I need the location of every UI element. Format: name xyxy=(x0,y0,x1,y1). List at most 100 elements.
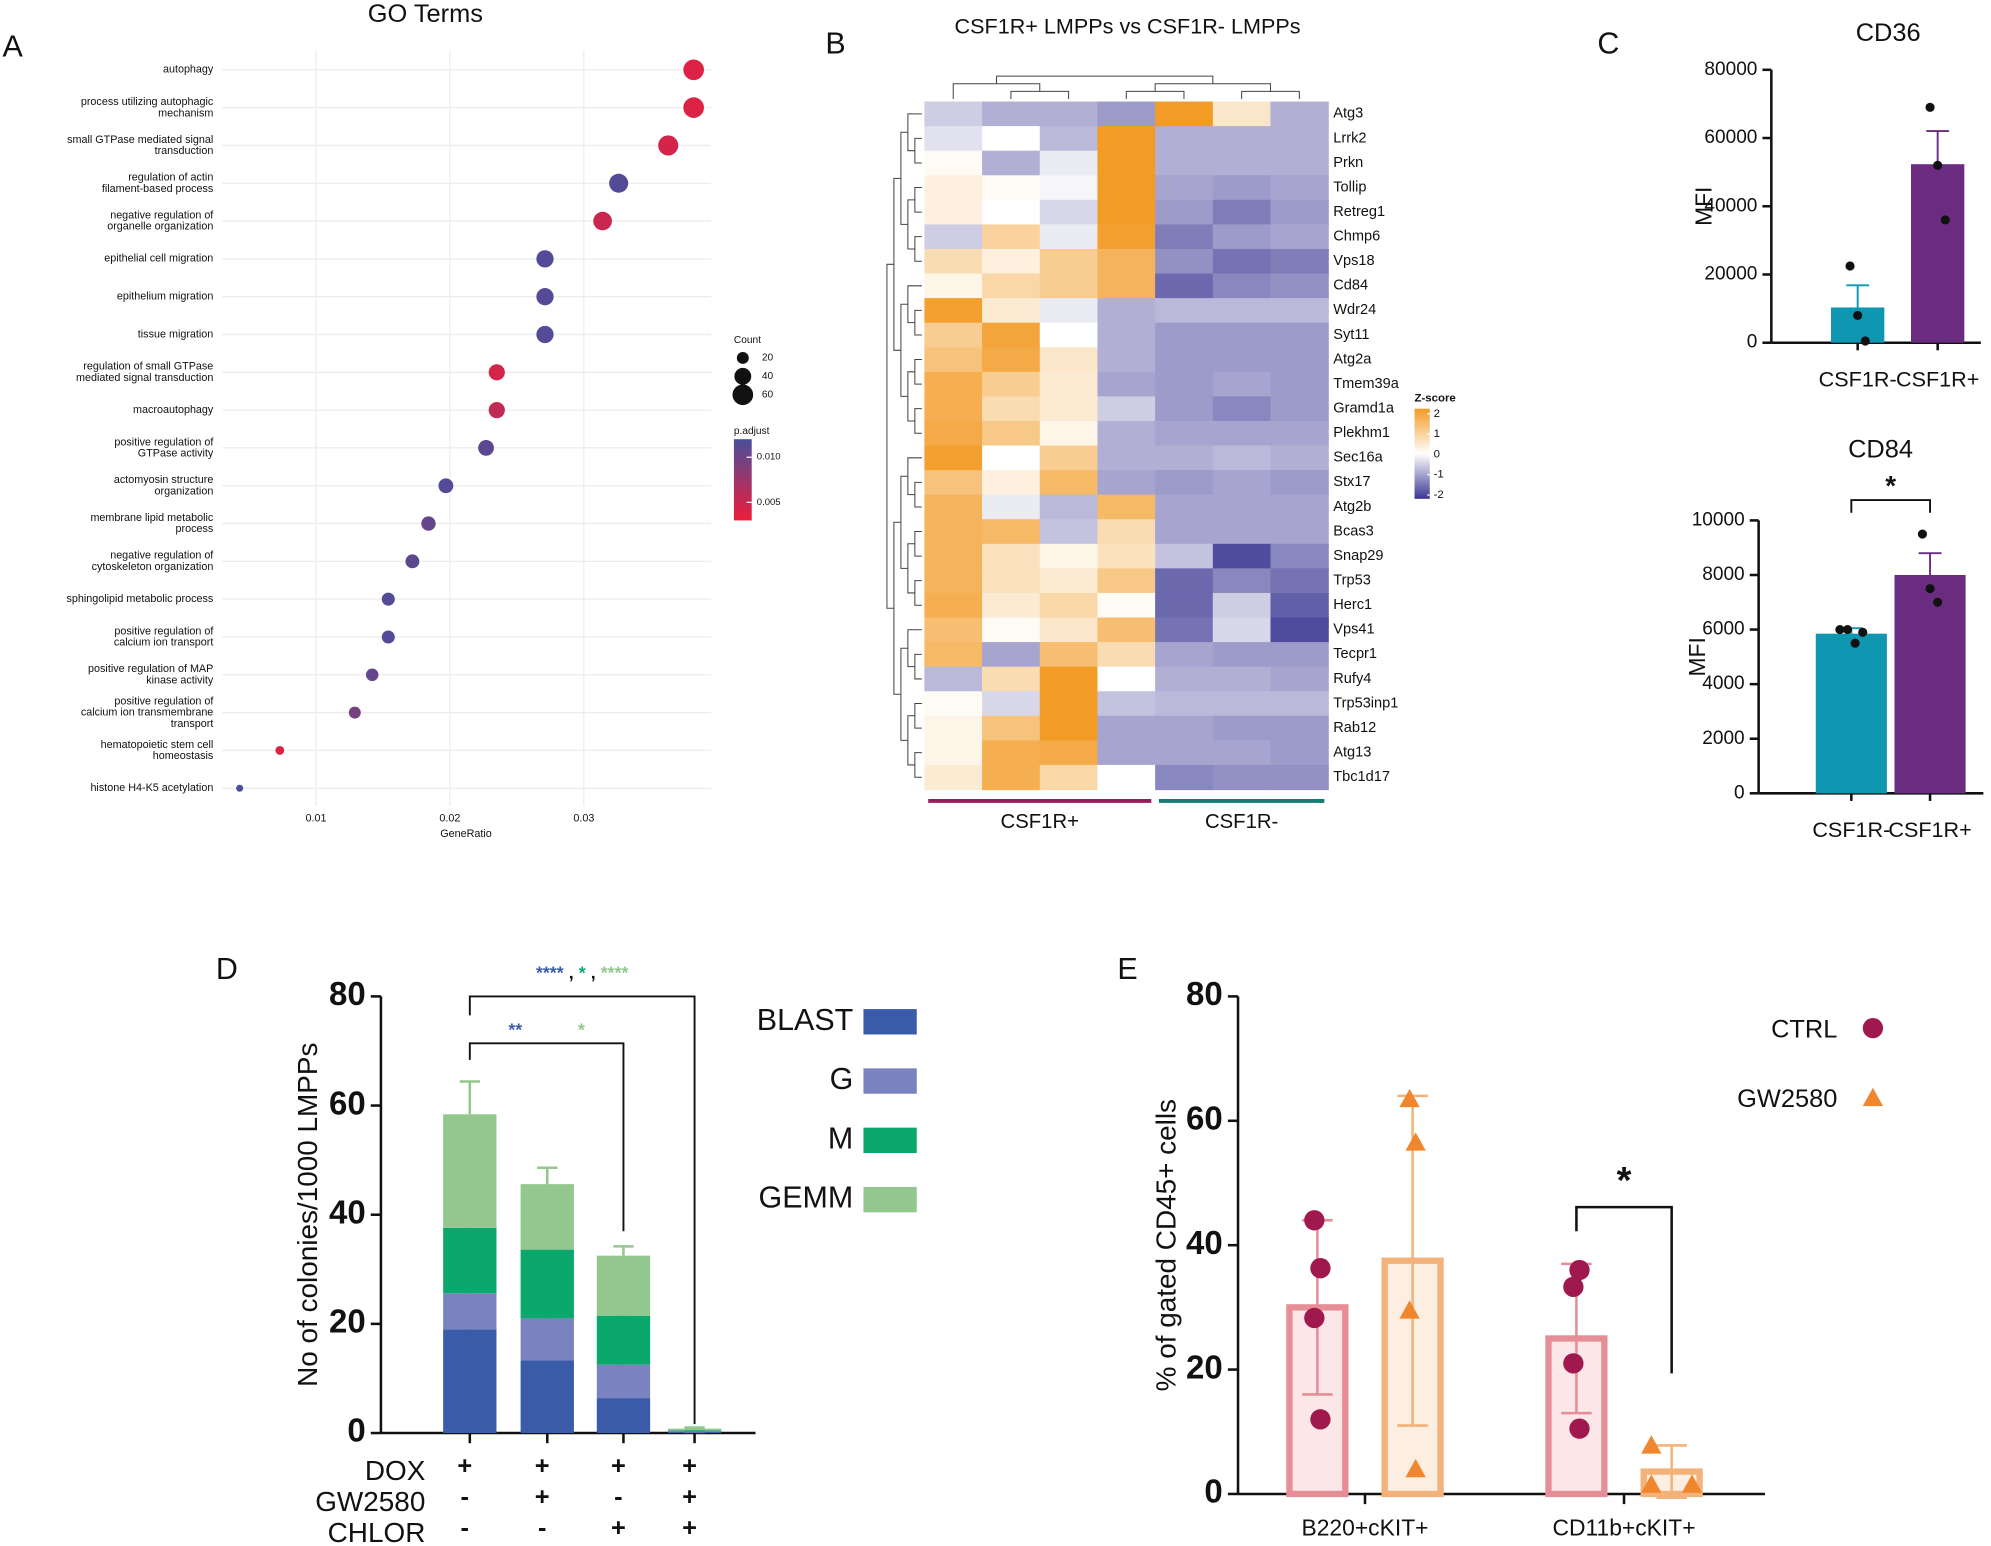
dendrogram xyxy=(907,371,915,422)
heat-cell xyxy=(924,592,983,619)
dot xyxy=(488,402,505,419)
dendrogram xyxy=(907,543,915,594)
y-axis-label: % of gated CD45+ cells xyxy=(1151,1099,1182,1391)
point xyxy=(1853,310,1863,320)
dot xyxy=(536,325,554,344)
y-tick-label: 20 xyxy=(1186,1348,1223,1385)
legend-label: M xyxy=(828,1121,853,1155)
heat-cell xyxy=(1039,420,1099,447)
heat-cell xyxy=(1097,322,1156,348)
y-tick-label: 60 xyxy=(1186,1100,1223,1137)
significance-mark: * xyxy=(579,962,586,982)
heat-cell xyxy=(1039,470,1099,496)
heat-cell xyxy=(1270,224,1329,250)
condition-value: - xyxy=(538,1514,546,1542)
term-label: positive regulation of MAP kinase activit… xyxy=(88,663,214,686)
heat-cell xyxy=(982,764,1041,791)
heat-cell xyxy=(1097,224,1156,250)
heat-cell xyxy=(982,248,1041,275)
heat-cell xyxy=(1212,666,1272,692)
heat-cell xyxy=(1212,396,1272,422)
heat-cell xyxy=(1097,445,1156,471)
dendrogram xyxy=(914,187,922,213)
heat-cell xyxy=(1039,715,1099,741)
legend-label: GEMM xyxy=(759,1181,854,1215)
heat-cell xyxy=(1039,126,1099,152)
heat-cell xyxy=(1270,519,1329,545)
y-tick-label: 0 xyxy=(1734,782,1745,803)
heat-cell xyxy=(1155,420,1214,447)
color-tick-label: 2 xyxy=(1434,408,1440,420)
y-tick-label: 10000 xyxy=(1692,509,1745,530)
heat-cell xyxy=(1270,445,1329,471)
significance-label: * xyxy=(1885,470,1896,501)
point xyxy=(1304,1307,1325,1329)
heat-cell xyxy=(924,322,983,348)
heat-cell xyxy=(1039,101,1099,127)
dot xyxy=(593,211,612,231)
legend-label: GW2580 xyxy=(1737,1085,1837,1113)
heat-cell xyxy=(1097,371,1156,398)
heat-cell xyxy=(1270,691,1329,717)
gene-label: Herc1 xyxy=(1333,597,1372,613)
heat-cell xyxy=(1155,592,1214,619)
term-label: regulation of actin filament-based proces… xyxy=(102,171,213,194)
heat-cell xyxy=(982,543,1041,570)
heat-cell xyxy=(1270,666,1329,692)
heat-cell xyxy=(1039,666,1099,692)
color-tick-label: 0.010 xyxy=(757,452,781,463)
dendrogram xyxy=(900,131,908,225)
heat-cell xyxy=(1039,740,1099,766)
heat-cell xyxy=(1039,175,1099,201)
heat-cell xyxy=(1212,298,1272,324)
heat-cell xyxy=(1212,445,1272,471)
gene-label: Trp53 xyxy=(1333,573,1371,589)
dot xyxy=(421,516,436,531)
heat-cell xyxy=(1155,273,1214,299)
heat-cell xyxy=(1155,101,1214,127)
dendrogram xyxy=(1154,83,1272,92)
heat-cell xyxy=(1097,642,1156,668)
heat-cell xyxy=(1270,175,1329,201)
heat-cell xyxy=(982,322,1041,348)
dot xyxy=(405,554,420,569)
term-label: epithelial cell migration xyxy=(104,253,213,265)
gene-label: Retreg1 xyxy=(1333,204,1385,220)
dot xyxy=(478,440,494,456)
dendrogram xyxy=(900,647,908,741)
heat-cell xyxy=(1155,396,1214,422)
y-axis-label: No of colonies/1000 LMPPs xyxy=(292,1043,323,1387)
panel-letter: C xyxy=(1597,27,1619,61)
gene-label: Chmp6 xyxy=(1333,229,1380,245)
dot xyxy=(275,745,285,755)
y-tick-label: 40 xyxy=(329,1193,366,1230)
bar-segment xyxy=(667,1428,722,1431)
gene-label: Atg13 xyxy=(1333,745,1371,761)
heat-cell xyxy=(1212,224,1272,250)
heat-cell xyxy=(982,396,1041,422)
heat-cell xyxy=(924,347,983,373)
point xyxy=(1641,1435,1662,1454)
bar-segment xyxy=(596,1255,651,1316)
heat-cell xyxy=(1039,248,1099,275)
heat-cell xyxy=(1212,592,1272,619)
heat-cell xyxy=(1039,150,1099,176)
heat-cell xyxy=(924,543,983,570)
y-tick-label: 0 xyxy=(1747,332,1758,353)
heat-cell xyxy=(982,101,1041,127)
heat-cell xyxy=(1270,101,1329,127)
heat-cell xyxy=(1097,764,1156,791)
size-legend-dot xyxy=(736,351,749,364)
size-legend-dot xyxy=(732,384,754,406)
significance-bracket xyxy=(1575,1205,1673,1374)
chart-title: CD36 xyxy=(1856,19,1921,47)
point xyxy=(1399,1088,1420,1108)
heat-cell xyxy=(1097,470,1156,496)
heat-cell xyxy=(1097,740,1156,766)
x-tick-label: 0.02 xyxy=(439,813,460,825)
term-label: positive regulation of calcium ion transm… xyxy=(81,695,214,730)
dendrogram xyxy=(886,263,894,609)
condition-value: + xyxy=(682,1514,697,1542)
heat-cell xyxy=(924,371,983,398)
